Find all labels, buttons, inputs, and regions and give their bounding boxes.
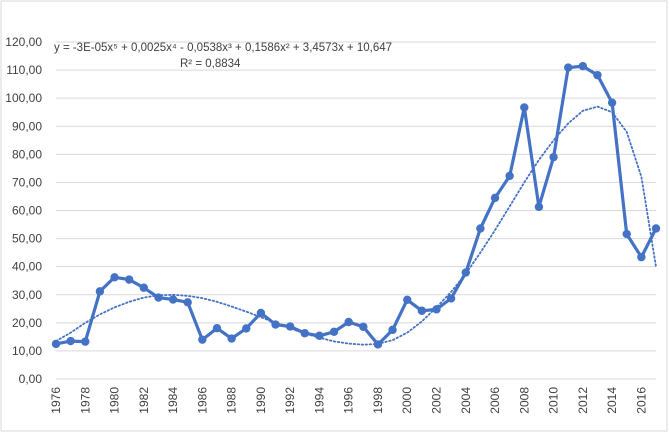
series (55, 64, 658, 347)
y-tick-label: 110,00 (6, 63, 42, 77)
x-tick-label: 2016 (634, 387, 648, 414)
x-tick-label: 1996 (342, 387, 356, 414)
x-tick-label: 1994 (312, 387, 326, 414)
data-point (139, 283, 149, 292)
x-tick-label: 1978 (78, 387, 92, 414)
data-point (534, 202, 544, 212)
trendline-path (55, 105, 657, 346)
y-tick-label: 100,00 (5, 91, 42, 105)
data-point (183, 298, 192, 307)
x-tick-label: 1990 (254, 387, 268, 414)
x-tick-label: 1984 (166, 387, 180, 414)
data-point (81, 337, 90, 346)
data-point (271, 320, 280, 329)
x-tick-label: 1998 (371, 387, 385, 414)
data-point (95, 287, 105, 296)
data-point (417, 306, 427, 315)
data-point (607, 98, 617, 107)
data-point (212, 323, 222, 333)
x-tick-label: 2010 (547, 387, 561, 414)
data-point (373, 340, 383, 349)
data-point (344, 317, 353, 327)
data-point (329, 327, 339, 337)
x-tick-label: 1986 (195, 387, 209, 414)
data-point (476, 224, 485, 233)
data-point (446, 294, 456, 303)
data-point (388, 325, 397, 335)
x-tick-label: 1992 (283, 387, 297, 414)
data-point (563, 63, 573, 72)
data-point (651, 224, 661, 233)
markers (51, 61, 661, 349)
x-tick-label: 1976 (49, 387, 63, 414)
x-axis-ticks: 1976 1978 1980 1982 1984 1986 1988 1990 1992 1994… (49, 387, 648, 414)
data-point (505, 171, 514, 181)
trendline-equation: y = -3E-05x⁵ + 0,0025x⁴ - 0,0538x³ + 0,1… (54, 42, 392, 54)
data-point (549, 152, 558, 162)
data-point (622, 229, 631, 239)
data-point (154, 293, 163, 302)
data-point (461, 268, 470, 277)
y-axis-ticks: 0,00 10,00 20,00 30,00 40,00 50,00 60,00 70,00 8… (5, 35, 42, 386)
data-point (242, 324, 251, 333)
data-point (300, 329, 309, 338)
y-tick-label: 120,00 (5, 35, 42, 49)
data-point (593, 70, 602, 80)
y-tick-label: 70,00 (12, 175, 42, 189)
x-tick-label: 1982 (137, 387, 151, 414)
y-tick-label: 30,00 (12, 288, 42, 302)
data-point (51, 339, 61, 349)
y-tick-label: 20,00 (12, 316, 42, 330)
y-tick-label: 40,00 (12, 260, 42, 274)
data-point (432, 305, 441, 314)
data-point (637, 252, 646, 262)
y-tick-label: 90,00 (12, 119, 42, 133)
y-tick-label: 80,00 (12, 147, 42, 161)
data-point (359, 322, 368, 331)
series-line (55, 64, 658, 347)
grid (56, 41, 656, 380)
data-point (256, 308, 266, 318)
x-tick-label: 2002 (429, 387, 443, 414)
data-point (66, 336, 75, 346)
x-tick-label: 2014 (605, 387, 619, 414)
x-tick-label: 2006 (488, 387, 502, 414)
y-tick-label: 50,00 (12, 232, 42, 246)
data-point (578, 61, 588, 71)
y-tick-label: 0,00 (19, 372, 43, 386)
data-point (315, 331, 324, 340)
trendline (55, 105, 657, 346)
data-point (110, 273, 119, 282)
x-tick-label: 2008 (517, 387, 531, 414)
y-tick-label: 60,00 (12, 204, 42, 218)
y-tick-label: 10,00 (12, 344, 42, 358)
x-tick-label: 1980 (108, 387, 122, 414)
data-point (124, 275, 134, 284)
x-tick-label: 2012 (576, 387, 590, 414)
data-point (168, 295, 178, 304)
x-tick-label: 2004 (459, 387, 473, 414)
data-point (198, 335, 207, 344)
x-tick-label: 2000 (400, 387, 414, 414)
data-point (403, 295, 412, 305)
data-point (285, 322, 295, 331)
trendline-r2: R² = 0,8834 (180, 58, 241, 70)
x-tick-label: 1988 (225, 387, 239, 414)
data-point (227, 334, 236, 343)
data-point (520, 103, 529, 112)
data-point (490, 193, 500, 203)
